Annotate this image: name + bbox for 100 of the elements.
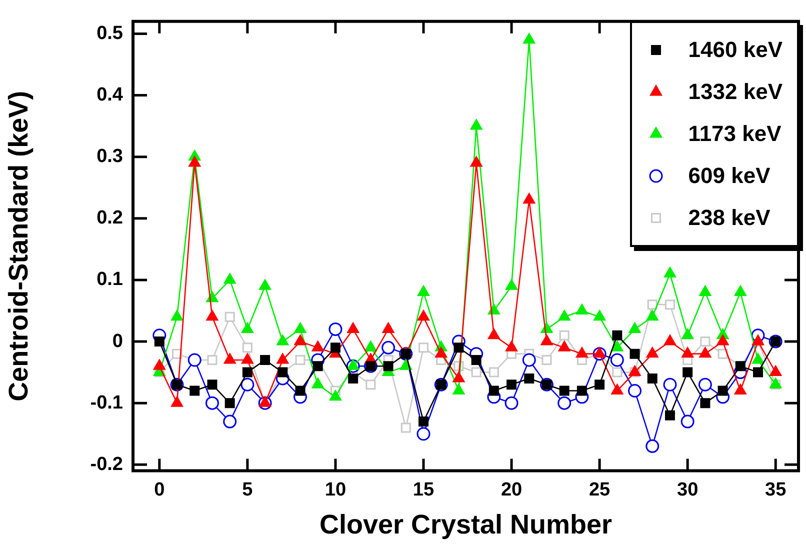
point (504, 396, 518, 410)
point (542, 354, 552, 365)
point (734, 384, 746, 395)
point (153, 359, 166, 370)
point (171, 310, 183, 321)
point (242, 367, 252, 378)
y-tick-label: 0.4 (96, 84, 124, 106)
point (400, 422, 411, 433)
point (664, 410, 675, 420)
point (224, 273, 236, 284)
point (295, 354, 306, 365)
point (716, 334, 729, 346)
point (347, 322, 360, 333)
point (646, 439, 660, 453)
point (312, 340, 324, 352)
point (682, 328, 694, 340)
point (224, 312, 235, 322)
point (576, 304, 588, 314)
point (700, 336, 710, 347)
point (223, 414, 237, 428)
point (488, 386, 499, 396)
point (506, 380, 517, 390)
point (471, 367, 482, 378)
point (594, 380, 605, 390)
point (682, 347, 694, 358)
point (523, 193, 536, 204)
legend-label: 1173 keV (688, 121, 782, 148)
point (664, 334, 676, 346)
point (260, 354, 270, 365)
y-axis-title: Centroid-Standard (keV) (4, 90, 34, 402)
point (559, 386, 570, 396)
point (452, 372, 465, 382)
point (190, 386, 200, 396)
point (171, 396, 183, 407)
y-tick-label: 0.2 (96, 208, 123, 229)
point (470, 119, 482, 130)
point (699, 347, 712, 358)
point (576, 386, 587, 396)
point (752, 353, 764, 364)
point (506, 340, 518, 352)
y-tick-label: 0.3 (96, 146, 123, 168)
point (418, 310, 430, 321)
point (328, 322, 342, 336)
point (207, 354, 218, 365)
point (470, 156, 482, 167)
point (488, 367, 499, 378)
point (610, 353, 624, 367)
point (612, 367, 622, 378)
point (418, 342, 428, 353)
x-tick-label: 30 (677, 479, 698, 500)
point (524, 373, 534, 384)
x-tick-label: 15 (412, 479, 434, 500)
point (347, 359, 360, 370)
legend-label: 1332 keV (688, 79, 782, 106)
point (240, 378, 254, 392)
point (628, 384, 642, 398)
y-tick-label: 0.5 (96, 22, 124, 44)
point (312, 361, 323, 372)
point (647, 300, 658, 310)
point (418, 416, 428, 427)
x-tick-label: 25 (588, 479, 611, 500)
point (663, 378, 677, 392)
point (330, 342, 340, 353)
point (364, 340, 377, 352)
point (682, 367, 693, 378)
point (330, 390, 342, 401)
point (647, 373, 658, 384)
y-tick-label: -0.2 (90, 454, 123, 475)
point (418, 286, 430, 296)
point (435, 347, 448, 358)
x-tick-label: 10 (324, 479, 346, 500)
point (416, 427, 430, 441)
point (488, 328, 500, 340)
point (454, 342, 464, 353)
point (718, 348, 728, 359)
y-tick-label: -0.1 (90, 392, 124, 414)
point (154, 336, 164, 347)
point (295, 386, 306, 396)
point (753, 367, 763, 378)
point (188, 156, 201, 167)
legend-label: 1460 keV (688, 37, 782, 64)
point (558, 310, 570, 321)
point (630, 348, 640, 359)
point (207, 380, 218, 390)
y-tick-label: 0.1 (96, 269, 124, 290)
point (699, 286, 712, 296)
point (559, 330, 570, 340)
x-tick-label: 5 (242, 479, 254, 500)
point (540, 334, 553, 346)
point (241, 322, 254, 333)
point (383, 361, 394, 372)
point (241, 353, 254, 364)
point (734, 286, 746, 296)
point (646, 310, 658, 321)
point (242, 342, 252, 353)
point (471, 354, 482, 365)
x-axis-title: Clover Crystal Number (319, 509, 613, 540)
point (611, 340, 624, 352)
y-tick-label: 0 (112, 330, 123, 352)
x-tick-label: 20 (500, 479, 522, 500)
